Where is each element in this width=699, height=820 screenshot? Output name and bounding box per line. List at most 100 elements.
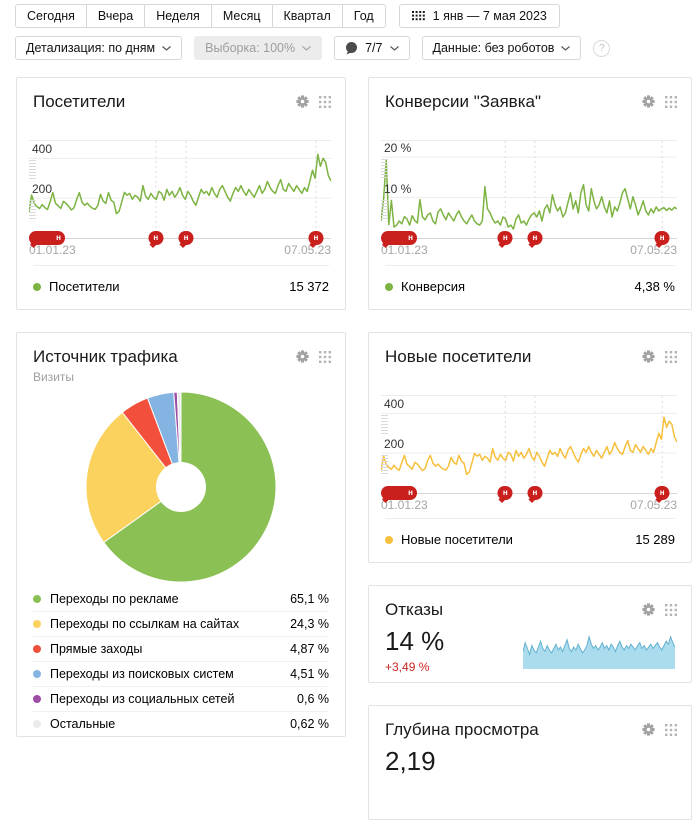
legend-dot: [385, 535, 393, 544]
y-tick-label: 20 %: [384, 141, 412, 156]
legend-value: 65,1 %: [290, 592, 329, 606]
drag-handle-icon[interactable]: [665, 603, 677, 616]
sampling-dropdown[interactable]: Выборка: 100%: [194, 36, 323, 60]
legend-dot: [33, 670, 41, 678]
legend-label[interactable]: Конверсия: [401, 279, 466, 294]
widget-title: Источник трафика: [33, 347, 178, 366]
period-button-1[interactable]: Сегодня: [15, 4, 87, 28]
widget-title: Отказы: [385, 600, 444, 619]
note-marker[interactable]: н: [308, 231, 324, 245]
legend-item[interactable]: Переходы из социальных сетей 0,6 %: [33, 686, 329, 711]
note-marker[interactable]: н: [497, 231, 513, 245]
note-marker[interactable]: н: [497, 486, 513, 500]
notes-dropdown[interactable]: 7/7: [334, 36, 410, 60]
chevron-down-icon: [389, 45, 399, 51]
sampling-label: Выборка: 100%: [205, 41, 296, 55]
gear-icon[interactable]: [641, 349, 656, 364]
bounce-rate-delta: +3,49 %: [385, 660, 430, 674]
period-button-3[interactable]: Неделя: [144, 4, 212, 28]
legend-dot: [33, 620, 41, 628]
traffic-pie-chart[interactable]: [17, 391, 345, 587]
toolbar-filters: Детализация: по дням Выборка: 100% 7/7 Д…: [15, 36, 611, 60]
note-marker[interactable]: н: [654, 486, 670, 500]
drag-handle-icon[interactable]: [319, 350, 331, 363]
drag-handle-icon[interactable]: [665, 95, 677, 108]
legend-dot: [385, 282, 393, 291]
y-tick-label: 200: [32, 182, 53, 197]
note-marker[interactable]: н: [381, 231, 417, 245]
new-visitors-line-chart[interactable]: 400 200 н н н н: [381, 395, 677, 500]
gear-icon[interactable]: [641, 722, 656, 737]
legend-label[interactable]: Посетители: [49, 279, 120, 294]
pie-legend: Переходы по рекламе 65,1 % Переходы по ссы…: [33, 587, 329, 736]
legend-dot: [33, 720, 41, 728]
detail-dropdown[interactable]: Детализация: по дням: [15, 36, 183, 60]
period-button-6[interactable]: Год: [341, 4, 386, 28]
drag-handle-icon[interactable]: [665, 723, 677, 736]
y-axis-minor-ticks: [381, 455, 388, 476]
legend-value: 0,6 %: [297, 692, 329, 706]
help-icon[interactable]: ?: [593, 39, 611, 57]
note-marker[interactable]: н: [381, 486, 417, 500]
x-axis-end-label: 07.05.23: [630, 243, 677, 257]
detail-label: Детализация: по дням: [26, 41, 156, 55]
period-button-2[interactable]: Вчера: [85, 4, 146, 28]
legend-dot: [33, 595, 41, 603]
gear-icon[interactable]: [641, 602, 656, 617]
widget-conversions: Конверсии "Заявка" 20 % 10 % н н н н 01.01.23…: [368, 77, 692, 310]
note-marker[interactable]: н: [29, 231, 65, 245]
note-marker[interactable]: н: [527, 231, 543, 245]
drag-handle-icon[interactable]: [319, 95, 331, 108]
legend-dot: [33, 695, 41, 703]
bounce-rate-value: 14 %: [385, 626, 445, 656]
period-button-5[interactable]: Квартал: [271, 4, 343, 28]
date-range-label: 1 янв — 7 мая 2023: [432, 9, 547, 23]
legend-value: 4,87 %: [290, 642, 329, 656]
x-axis-start-label: 01.01.23: [381, 243, 428, 257]
legend-label: Переходы из социальных сетей: [50, 692, 235, 706]
legend-item[interactable]: Остальные 0,62 %: [33, 711, 329, 736]
widget-page-depth: Глубина просмотра 2,19: [368, 705, 692, 820]
legend-item[interactable]: Переходы по ссылкам на сайтах 24,3 %: [33, 611, 329, 636]
note-marker[interactable]: н: [527, 486, 543, 500]
legend-item[interactable]: Прямые заходы 4,87 %: [33, 636, 329, 661]
widget-title: Посетители: [33, 92, 126, 111]
legend-value: 24,3 %: [290, 617, 329, 631]
y-axis-minor-ticks: [29, 200, 36, 221]
legend-label: Переходы по рекламе: [50, 592, 179, 606]
toolbar-period: Сегодня Вчера Неделя Месяц Квартал Год 1 янв …: [15, 4, 560, 28]
y-axis-minor-ticks: [381, 415, 388, 436]
notes-count-label: 7/7: [365, 41, 383, 55]
widget-bounces: Отказы 14 % +3,49 %: [368, 585, 692, 683]
note-marker[interactable]: н: [654, 231, 670, 245]
bounces-sparkline-chart[interactable]: [522, 631, 676, 669]
note-marker[interactable]: н: [178, 231, 194, 245]
conversions-line-chart[interactable]: 20 % 10 % н н н н: [381, 140, 677, 245]
date-range-button[interactable]: 1 янв — 7 мая 2023: [398, 4, 560, 28]
y-axis-minor-ticks: [381, 199, 388, 220]
pie-slice[interactable]: [85, 411, 182, 544]
legend-item[interactable]: Переходы по рекламе 65,1 %: [33, 587, 329, 611]
y-axis-minor-ticks: [381, 159, 388, 180]
data-mode-dropdown[interactable]: Данные: без роботов: [421, 36, 582, 60]
calendar-grid-icon: [411, 10, 425, 20]
legend-label: Переходы из поисковых систем: [50, 667, 234, 681]
gear-icon[interactable]: [641, 94, 656, 109]
legend-label[interactable]: Новые посетители: [401, 532, 513, 547]
x-axis-end-label: 07.05.23: [284, 243, 331, 257]
page-depth-value: 2,19: [385, 746, 436, 776]
note-marker[interactable]: н: [148, 231, 164, 245]
y-tick-label: 400: [384, 397, 405, 412]
gear-icon[interactable]: [295, 349, 310, 364]
drag-handle-icon[interactable]: [665, 350, 677, 363]
widget-new-visitors: Новые посетители 400 200 н н н н 01.01.23 07.…: [368, 332, 692, 563]
visitors-line-chart[interactable]: 400 200 н н н н: [29, 140, 331, 245]
chevron-down-icon: [302, 45, 312, 51]
legend-dot: [33, 645, 41, 653]
gear-icon[interactable]: [295, 94, 310, 109]
legend-value: 4,51 %: [290, 667, 329, 681]
legend-item[interactable]: Переходы из поисковых систем 4,51 %: [33, 661, 329, 686]
legend-value: 15 372: [289, 279, 329, 294]
period-button-4[interactable]: Месяц: [210, 4, 273, 28]
legend-value: 15 289: [635, 532, 675, 547]
